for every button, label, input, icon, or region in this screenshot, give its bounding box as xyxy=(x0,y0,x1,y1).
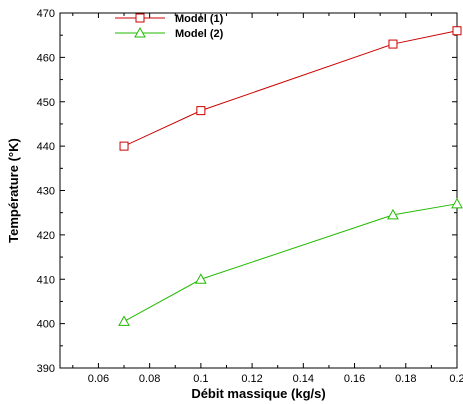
x-tick-label: 0.14 xyxy=(293,373,314,385)
series-2 xyxy=(118,197,463,326)
y-tick-label: 410 xyxy=(37,274,55,286)
x-tick-label: 0.12 xyxy=(241,373,262,385)
x-tick-label: 0.08 xyxy=(139,373,160,385)
legend-item-1: Model (1) xyxy=(115,13,224,25)
series-2-point xyxy=(118,315,130,326)
plot-frame xyxy=(59,12,458,369)
legend-marker xyxy=(135,13,145,23)
series-2-point xyxy=(451,197,463,209)
y-tick-label: 420 xyxy=(37,230,55,242)
x-tick-label: 0.06 xyxy=(88,373,109,385)
x-axis-title: Débit massique (kg/s) xyxy=(191,386,325,401)
y-tick-label: 400 xyxy=(37,319,55,331)
y-tick-label: 430 xyxy=(37,186,55,198)
legend-item-2: Model (2) xyxy=(115,26,224,40)
x-tick-label: 0.1 xyxy=(193,373,208,385)
series-1-point xyxy=(452,26,462,36)
legend-label: Model (2) xyxy=(175,28,224,40)
legend-label: Model (1) xyxy=(175,13,224,25)
x-tick-label: 0.18 xyxy=(395,373,416,385)
y-tick-label: 470 xyxy=(37,8,55,20)
series-layer xyxy=(118,26,463,326)
plot-border xyxy=(59,12,458,369)
x-tick-label: 0.16 xyxy=(344,373,365,385)
series-1-line xyxy=(123,30,458,147)
series-1-point xyxy=(119,141,129,151)
legend: Model (1) Model (2) xyxy=(115,13,224,40)
y-tick-label: 440 xyxy=(37,141,55,153)
y-tick-label: 390 xyxy=(37,363,55,375)
series-2-point xyxy=(387,208,399,220)
legend-marker xyxy=(134,26,146,38)
y-axis-title: Température (°K) xyxy=(6,138,21,243)
series-1-point xyxy=(388,39,398,49)
series-1 xyxy=(119,26,462,151)
series-2-line xyxy=(123,203,458,322)
series-2-point xyxy=(195,273,207,284)
axis-ticks: 0.06 0.08 0.1 0.12 0.14 0.16 0.18 0.2 390 400 410 4… xyxy=(37,8,463,385)
y-tick-label: 460 xyxy=(37,52,55,64)
y-tick-label: 450 xyxy=(37,97,55,109)
series-1-point xyxy=(196,106,206,116)
x-tick-label: 0.2 xyxy=(449,373,463,385)
